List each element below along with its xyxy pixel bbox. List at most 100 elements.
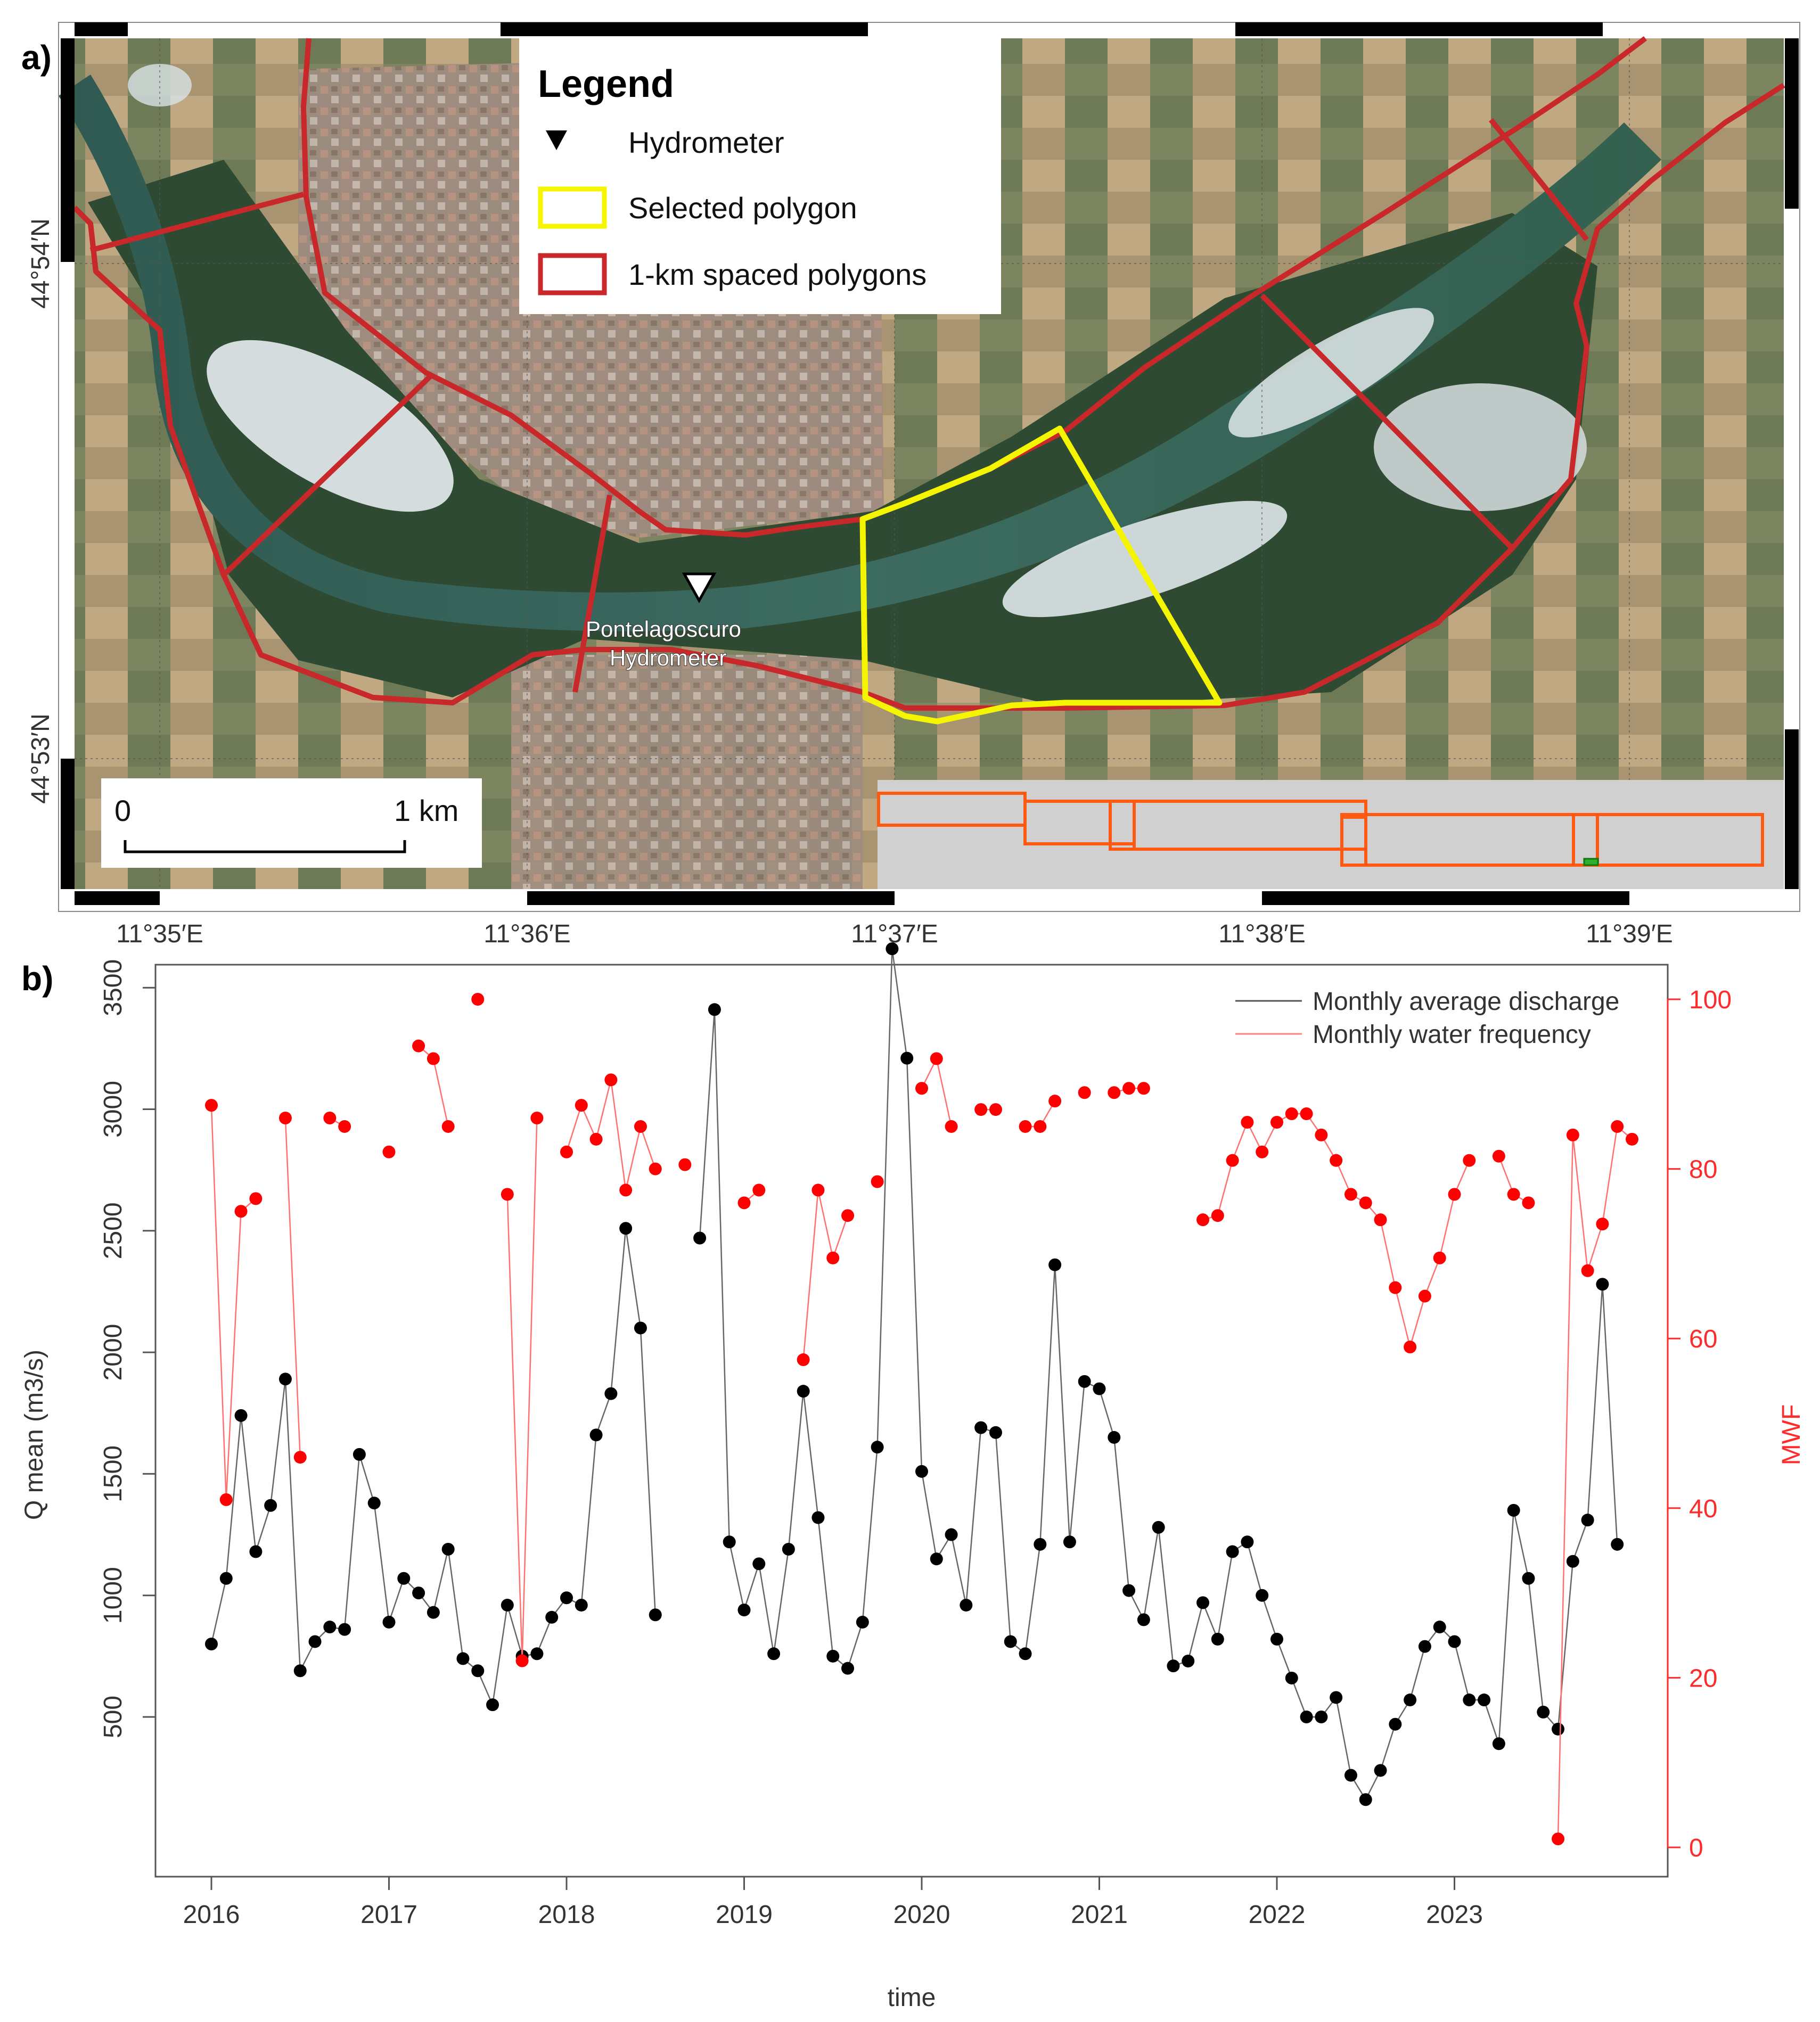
x-tick-label: 2016 [183,1901,240,1929]
frequency-point [1078,1086,1091,1099]
legend-item-hydrometer: Hydrometer [628,126,784,159]
frequency-point [619,1183,633,1197]
discharge-point [1241,1535,1254,1549]
x-tick-label: 2021 [1071,1901,1128,1929]
chart-legend: Monthly average discharge Monthly water … [1235,988,1619,1049]
frequency-point [293,1451,307,1464]
discharge-point [1137,1613,1150,1626]
discharge-point [930,1552,943,1566]
discharge-line [699,948,1618,1801]
discharge-point [278,1372,292,1386]
selected-polygon [859,425,1223,725]
frequency-point [515,1654,529,1667]
hydrometer-label-1: Pontelagoscuro [586,617,741,642]
frequency-point [1374,1213,1387,1227]
discharge-line [210,1228,656,1707]
y-right-tick-label: 100 [1689,986,1732,1014]
discharge-point [441,1542,455,1556]
frequency-point [1137,1082,1150,1095]
scale-bar: 0 1 km [101,778,482,868]
frequency-point [634,1120,647,1133]
frequency-point [1270,1115,1283,1129]
discharge-point [1004,1635,1017,1648]
y-right-tick-label: 0 [1689,1834,1703,1862]
discharge-point [1507,1503,1520,1517]
frequency-point [737,1196,751,1210]
x-tick-label: 2023 [1426,1901,1483,1929]
frequency-point [974,1103,988,1116]
discharge-point [900,1051,914,1065]
legend-item-selected: Selected polygon [628,191,857,225]
frequency-point [797,1353,810,1367]
discharge-point [1256,1589,1269,1602]
frequency-point [1433,1251,1446,1264]
frequency-point [678,1158,692,1171]
frequency-point [1226,1154,1239,1167]
discharge-point [367,1497,381,1510]
frequency-point [1256,1145,1269,1158]
discharge-point [1492,1737,1505,1750]
legend-selected-swatch [538,186,607,229]
river-polygons-colored [72,36,1785,711]
lon-tick: 11°36′E [483,920,570,948]
discharge-point [723,1535,736,1549]
x-tick-label: 2017 [360,1901,417,1929]
scale-end: 1 km [394,794,458,827]
inset-overview-map [877,780,1784,889]
discharge-point [634,1321,647,1335]
frequency-point [945,1120,958,1133]
frequency-point [1034,1120,1047,1133]
legend-title: Legend [538,63,674,105]
frequency-point [1404,1341,1417,1354]
discharge-point [1359,1793,1372,1806]
map-legend: Legend Hydrometer Selected polygon 1-km … [519,38,1001,314]
frequency-point [1522,1196,1535,1210]
chart-area: 2016 2017 2018 2019 2020 2021 2022 202350010001… [99,942,1732,1929]
discharge-point [1093,1382,1106,1395]
discharge-point [219,1572,233,1585]
y-tick-label: 3500 [99,959,127,1016]
frequency-point [1344,1188,1357,1201]
y-tick-label: 3000 [99,1081,127,1138]
frequency-point [989,1103,1002,1116]
discharge-point [1463,1694,1476,1707]
y-axis-right-title: MWF [1777,1404,1806,1466]
frequency-point [501,1188,514,1201]
discharge-point [1448,1635,1461,1648]
plot-frame [154,964,1669,1878]
lat-tick: 44°54′N [27,218,55,309]
discharge-point [1374,1764,1387,1777]
discharge-point [382,1615,396,1629]
discharge-point [1211,1632,1224,1646]
frequency-point [1448,1188,1461,1201]
discharge-point [1048,1258,1062,1271]
discharge-point [1330,1691,1343,1704]
discharge-point [1108,1431,1121,1444]
map-border [58,22,1800,912]
frequency-point [1019,1120,1032,1133]
lon-tick: 11°38′E [1218,920,1305,948]
discharge-point [1566,1555,1579,1568]
discharge-point [1596,1278,1609,1291]
discharge-point [456,1652,470,1665]
frequency-point [1048,1095,1062,1108]
frequency-point [205,1099,218,1112]
frequency-point [1507,1188,1520,1201]
frequency-point [871,1175,884,1188]
latitude-ticks: 44°54′N 44°53′N [27,218,55,804]
discharge-point [871,1441,884,1454]
frequency-point [1552,1832,1565,1846]
y-right-tick-label: 60 [1689,1325,1717,1353]
discharge-point [1404,1694,1417,1707]
discharge-point [797,1385,810,1398]
discharge-point [1300,1711,1313,1723]
lon-tick: 11°35′E [116,920,203,948]
discharge-point [1019,1647,1032,1661]
hydrometer-label-2: Hydrometer [610,645,726,670]
legend-item-polygons: 1-km spaced polygons [628,258,927,291]
frequency-point [412,1039,425,1053]
x-axis-title: time [888,1984,936,2012]
discharge-point [1063,1535,1076,1549]
y-axis-title: Q mean (m3/s) [20,1350,48,1520]
